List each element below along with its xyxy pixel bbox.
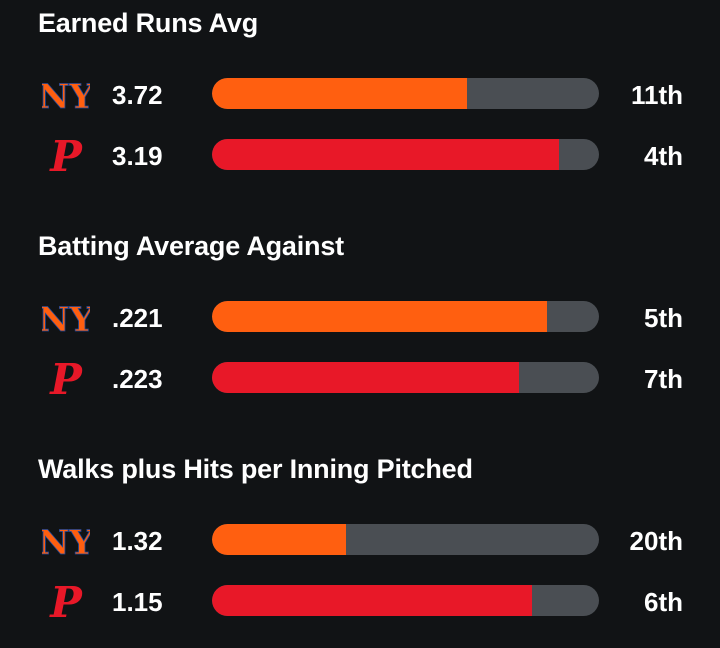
phillies-logo-icon: P [42, 131, 90, 181]
mets-logo-icon: NY [42, 293, 90, 343]
rank-bar [212, 78, 599, 109]
league-rank: 6th [644, 587, 683, 617]
stat-row-mets: NY .221 5th [0, 287, 720, 347]
svg-text:NY: NY [42, 77, 90, 117]
section-title: Walks plus Hits per Inning Pitched [38, 454, 473, 484]
svg-text:P: P [49, 132, 83, 181]
section-title: Earned Runs Avg [38, 8, 259, 38]
rank-bar-fill [212, 362, 519, 393]
rank-bar [212, 362, 599, 393]
stat-row-phillies: P 3.19 4th [0, 125, 720, 185]
phillies-logo-icon: P [42, 354, 90, 404]
svg-text:NY: NY [42, 523, 90, 563]
stat-row-phillies: P 1.15 6th [0, 571, 720, 631]
rank-bar-fill [212, 78, 468, 109]
svg-text:P: P [49, 355, 83, 404]
rank-bar [212, 585, 599, 616]
stat-value: .223 [112, 364, 163, 394]
rank-bar [212, 301, 599, 332]
league-rank: 4th [644, 141, 683, 171]
rank-bar [212, 139, 599, 170]
stat-value: 3.72 [112, 80, 163, 110]
league-rank: 7th [644, 364, 683, 394]
stat-value: 1.15 [112, 587, 163, 617]
stat-row-phillies: P .223 7th [0, 348, 720, 408]
section-title: Batting Average Against [38, 231, 344, 261]
stat-row-mets: NY 3.72 11th [0, 64, 720, 124]
stat-row-mets: NY 1.32 20th [0, 510, 720, 570]
svg-text:P: P [49, 578, 83, 627]
stat-value: 3.19 [112, 141, 163, 171]
rank-bar-fill [212, 301, 547, 332]
phillies-logo-icon: P [42, 577, 90, 627]
mets-logo-icon: NY [42, 516, 90, 566]
svg-text:NY: NY [42, 300, 90, 340]
rank-bar-fill [212, 139, 560, 170]
rank-bar-fill [212, 524, 346, 555]
rank-bar-fill [212, 585, 533, 616]
league-rank: 5th [644, 303, 683, 333]
league-rank: 20th [629, 526, 683, 556]
league-rank: 11th [630, 80, 683, 110]
rank-bar [212, 524, 599, 555]
stat-value: .221 [112, 303, 163, 333]
stat-value: 1.32 [112, 526, 163, 556]
mets-logo-icon: NY [42, 70, 90, 120]
